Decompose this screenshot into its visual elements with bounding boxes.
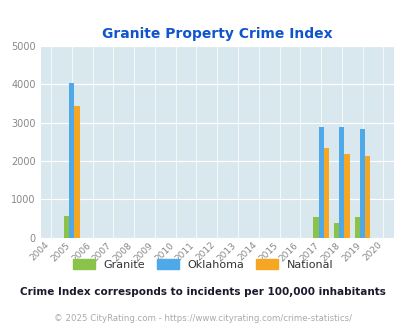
Bar <box>343 154 349 238</box>
Bar <box>313 217 318 238</box>
Bar <box>64 216 69 238</box>
Legend: Granite, Oklahoma, National: Granite, Oklahoma, National <box>68 255 337 274</box>
Bar <box>323 148 328 238</box>
Bar <box>364 156 369 238</box>
Title: Granite Property Crime Index: Granite Property Crime Index <box>102 27 332 41</box>
Text: Crime Index corresponds to incidents per 100,000 inhabitants: Crime Index corresponds to incidents per… <box>20 287 385 297</box>
Bar <box>333 223 339 238</box>
Bar <box>69 82 74 238</box>
Bar <box>359 129 364 238</box>
Text: © 2025 CityRating.com - https://www.cityrating.com/crime-statistics/: © 2025 CityRating.com - https://www.city… <box>54 314 351 323</box>
Bar <box>318 127 323 238</box>
Bar <box>354 217 359 238</box>
Bar <box>74 106 79 238</box>
Bar <box>339 127 343 238</box>
